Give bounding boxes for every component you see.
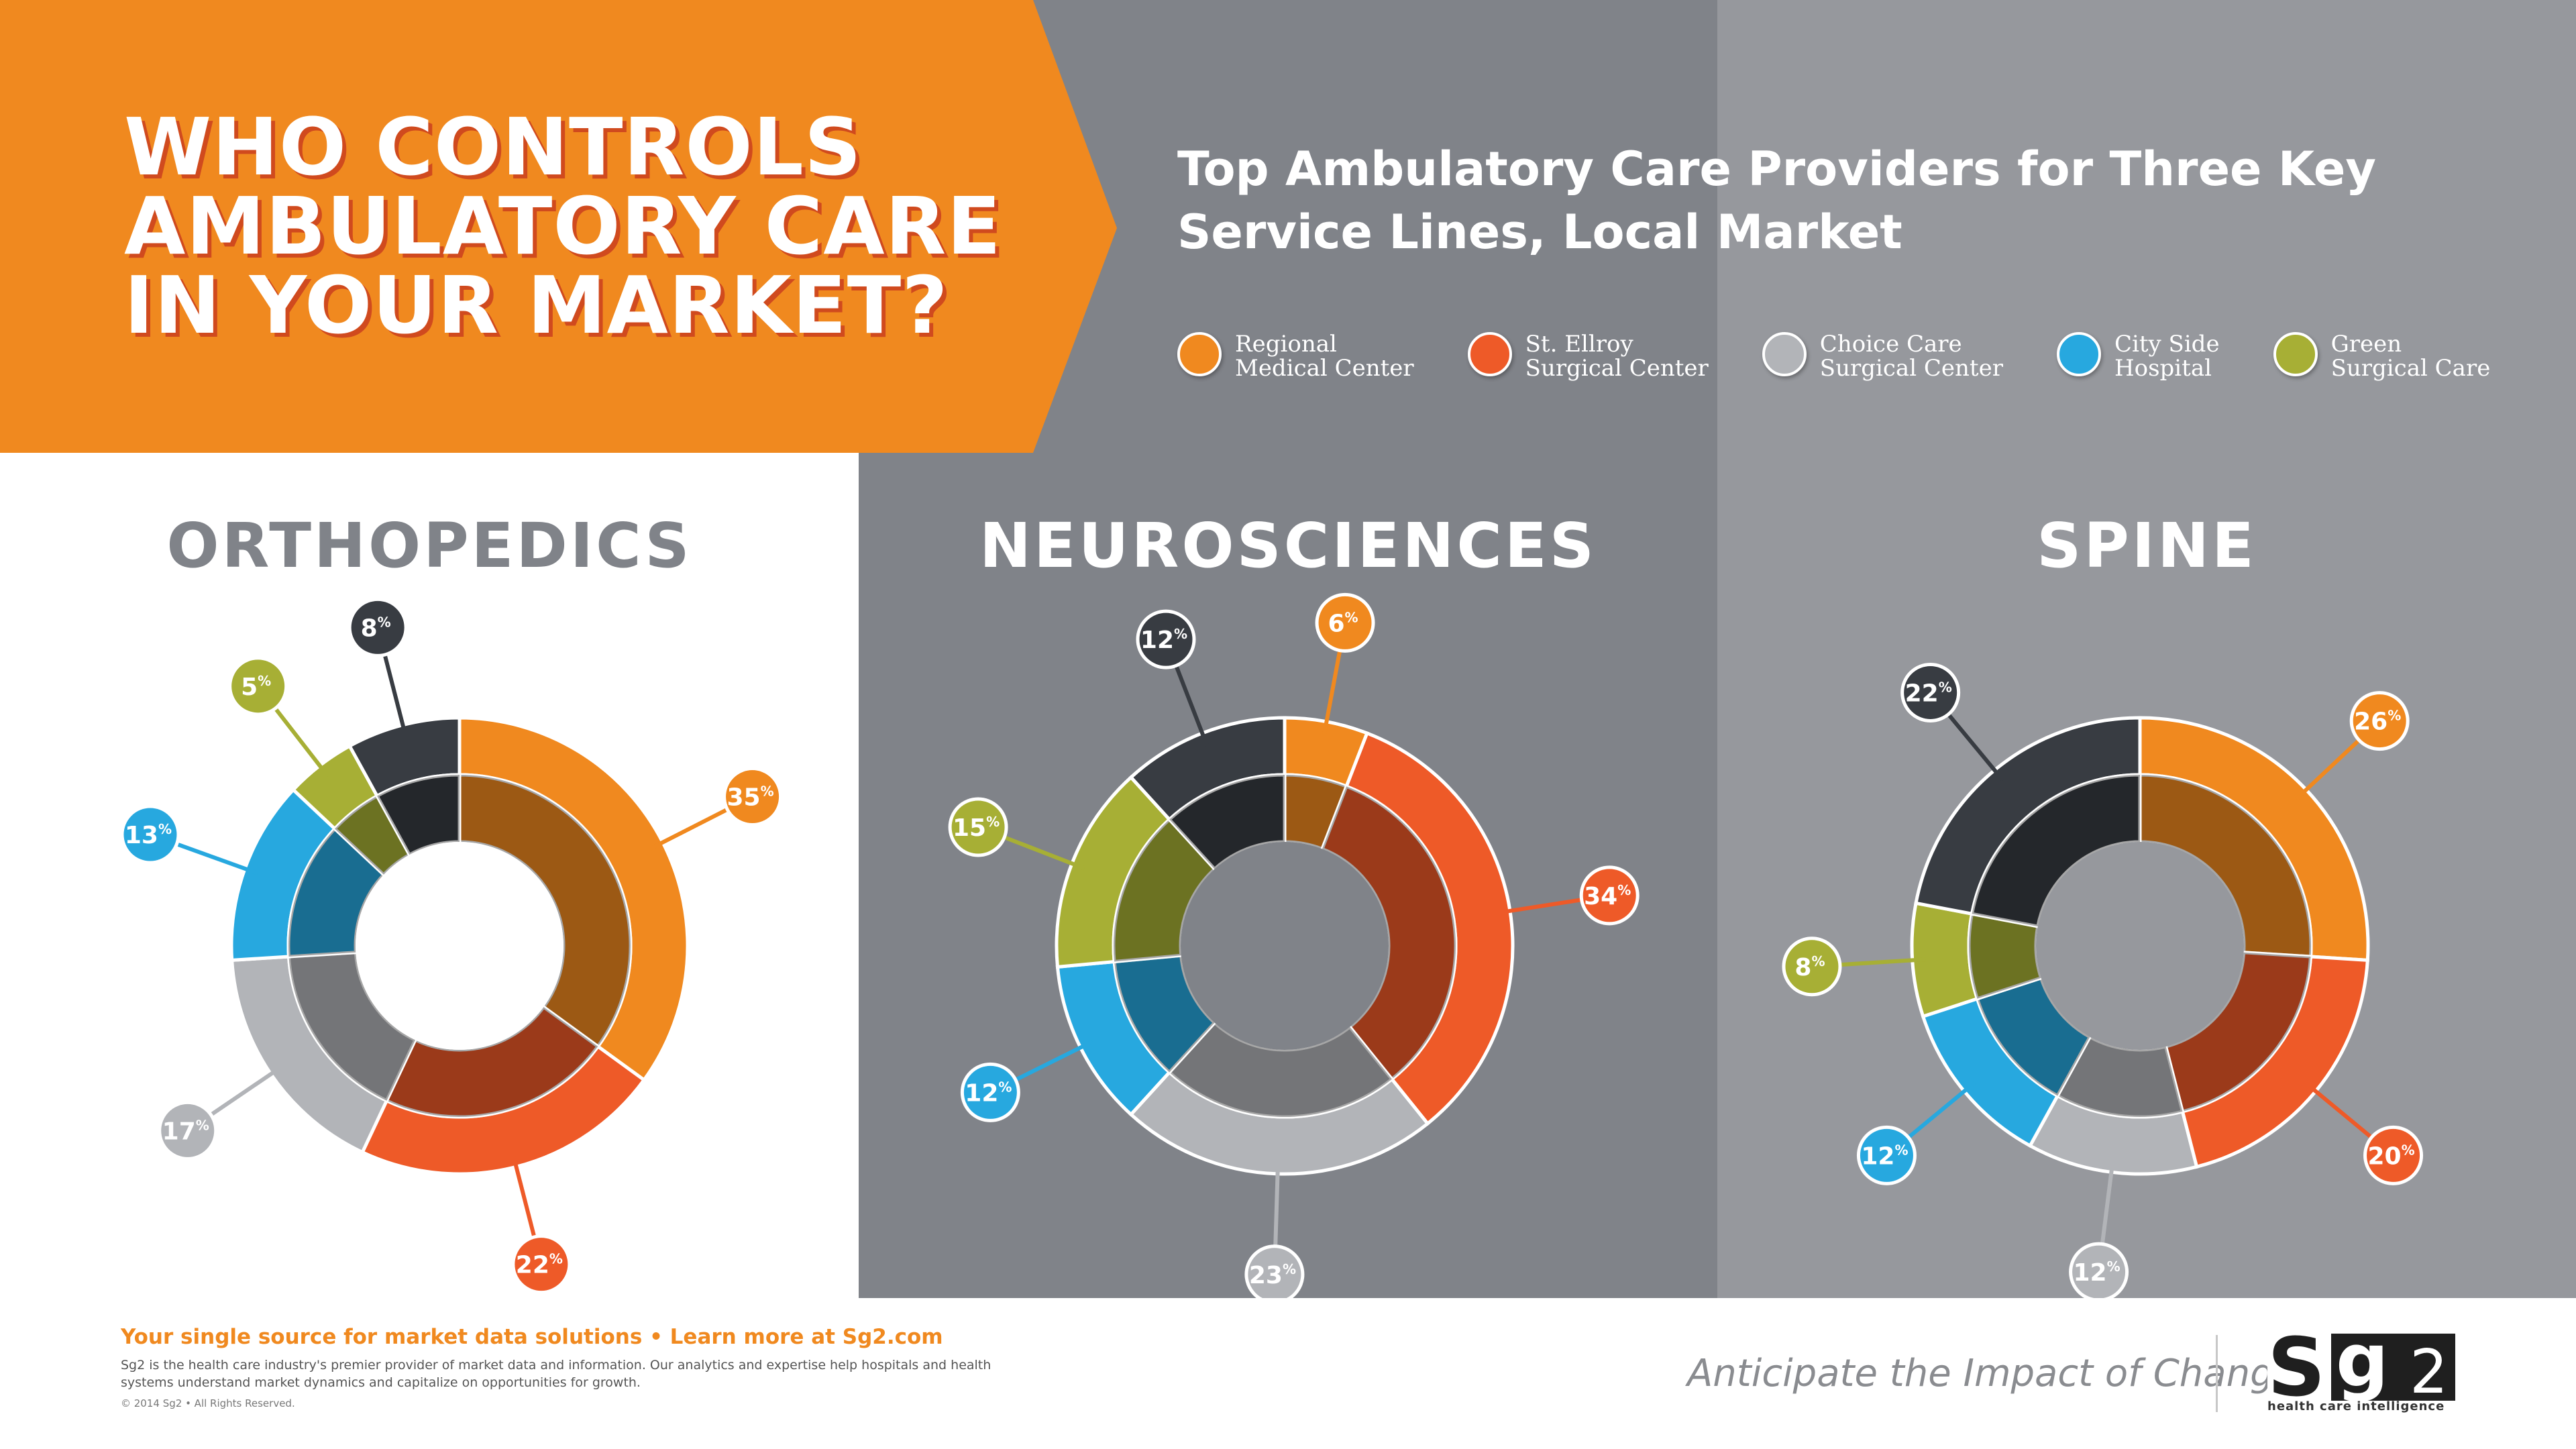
data-label-ellroy: 20% xyxy=(2367,1142,2414,1170)
footer-description: Sg2 is the health care industry's premie… xyxy=(121,1358,991,1390)
legend-swatch-regional xyxy=(1177,332,1222,376)
headline: WHO CONTROLS AMBULATORY CARE IN YOUR MAR… xyxy=(124,107,1002,345)
svg-text:2: 2 xyxy=(2410,1337,2448,1407)
value-marker-other xyxy=(1900,662,1961,722)
donut-orthopedics: 35%22%17%13%5%8% xyxy=(120,597,783,1295)
slice-inner-shade-ellroy xyxy=(2165,952,2311,1112)
slice-inner-shade-ellroy xyxy=(1322,786,1456,1079)
slice-inner-shade-green xyxy=(1969,914,2041,999)
slice-inner-shade-cityside xyxy=(288,828,384,957)
slice-inner-shade-ellroy xyxy=(386,1007,598,1117)
donut-spine: 26%20%12%12%8%22% xyxy=(1782,662,2424,1302)
value-marker-cityside xyxy=(1856,1125,1917,1185)
legend-swatch-cityside xyxy=(2056,332,2101,376)
slice-inner-shade-cityside xyxy=(1977,977,2090,1096)
footer-copyright: © 2014 Sg2 • All Rights Reserved. xyxy=(121,1397,295,1409)
legend-label-choice: Choice Care Surgical Center xyxy=(1819,331,2003,382)
footer-slogan: Anticipate the Impact of Change xyxy=(1687,1352,2298,1395)
footer-tagline[interactable]: Your single source for market data solut… xyxy=(121,1325,943,1349)
value-marker-green xyxy=(948,797,1008,857)
donut-hole xyxy=(1181,842,1389,1050)
legend-item-cityside: City Side Hospital xyxy=(2056,331,2220,382)
headline-banner xyxy=(0,0,1117,453)
slice-inner-shade-green xyxy=(335,796,410,875)
slice-inner-shade-regional xyxy=(2140,775,2312,957)
legend-item-ellroy: St. Ellroy Surgical Center xyxy=(1467,331,1709,382)
data-label-other: 22% xyxy=(1905,679,1952,707)
headline-line-3: IN YOUR MARKET? xyxy=(124,259,949,352)
logo-subtitle: health care intelligence xyxy=(2267,1399,2445,1413)
sg2-logo: S g 2 xyxy=(2267,1334,2455,1407)
slice-inner-shade-other xyxy=(1972,775,2140,926)
data-label-choice: 17% xyxy=(162,1117,209,1145)
value-marker-choice xyxy=(158,1100,218,1161)
value-marker-cityside xyxy=(960,1062,1020,1122)
legend-label-cityside: City Side Hospital xyxy=(2114,331,2220,382)
data-label-ellroy: 22% xyxy=(516,1251,563,1279)
headline-line-1: WHO CONTROLS xyxy=(124,101,862,193)
chart-title-neurosciences: NEUROSCIENCES xyxy=(979,510,1597,582)
donut-hole xyxy=(356,842,564,1050)
chart-title-orthopedics: ORTHOPEDICS xyxy=(166,510,692,582)
slice-inner-shade-green xyxy=(1114,819,1215,962)
slice-inner-shade-choice xyxy=(2057,1036,2183,1117)
slice-inner-shade-other xyxy=(1169,775,1285,869)
legend-label-ellroy: St. Ellroy Surgical Center xyxy=(1525,331,1709,382)
slice-inner-other xyxy=(374,773,462,857)
slice-inner-ellroy xyxy=(384,1004,600,1119)
legend-swatch-green xyxy=(2273,332,2318,376)
footer-divider xyxy=(2216,1335,2218,1412)
legend-item-choice: Choice Care Surgical Center xyxy=(1762,332,2003,380)
legend-item-regional: Regional Medical Center xyxy=(1177,332,1414,380)
footer xyxy=(0,1298,2576,1449)
subtitle: Top Ambulatory Care Providers for Three … xyxy=(1177,142,2377,260)
svg-text:S: S xyxy=(2267,1334,2325,1407)
legend-item-green: Green Surgical Care xyxy=(2273,331,2491,382)
value-marker-regional xyxy=(722,767,783,827)
data-label-green: 5% xyxy=(241,673,271,701)
value-marker-other xyxy=(347,597,408,657)
value-marker-ellroy xyxy=(2363,1125,2424,1185)
headline-line-2: AMBULATORY CARE xyxy=(124,180,1002,272)
legend-label-regional: Regional Medical Center xyxy=(1235,331,1414,382)
value-marker-regional xyxy=(2349,691,2410,751)
slice-inner-shade-regional xyxy=(460,775,631,1046)
slice-inner-shade-choice xyxy=(1169,1022,1392,1118)
slice-inner-shade-cityside xyxy=(1114,955,1215,1073)
slice-inner-shade-other xyxy=(377,775,460,855)
value-marker-green xyxy=(228,656,288,716)
legend-label-green: Green Surgical Care xyxy=(2330,331,2491,382)
value-marker-ellroy xyxy=(1579,865,1640,926)
slice-inner-shade-choice xyxy=(288,952,416,1101)
value-marker-cityside xyxy=(120,804,180,865)
donut-neurosciences: 6%34%23%12%15%12% xyxy=(948,592,1640,1305)
slice-inner-shade-regional xyxy=(1285,775,1347,849)
value-marker-other xyxy=(1136,609,1196,669)
svg-text:g: g xyxy=(2336,1334,2389,1403)
legend-swatch-ellroy xyxy=(1467,332,1512,376)
chart-title-spine: SPINE xyxy=(2037,510,2257,582)
donut-hole xyxy=(2036,842,2244,1050)
value-marker-regional xyxy=(1315,592,1375,653)
legend: Regional Medical Center St. Ellroy Surgi… xyxy=(1177,332,2544,380)
legend-swatch-choice xyxy=(1762,332,1807,376)
value-marker-green xyxy=(1782,936,1842,997)
value-marker-ellroy xyxy=(511,1234,572,1295)
